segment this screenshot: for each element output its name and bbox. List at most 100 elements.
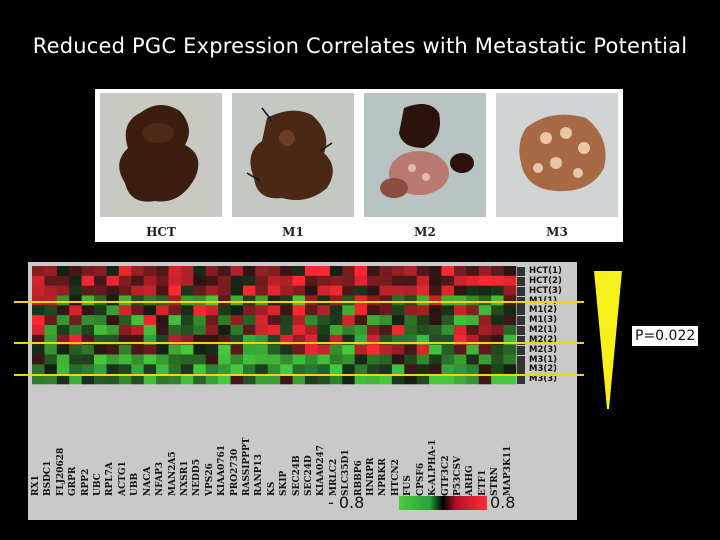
heatmap-cell — [391, 354, 405, 365]
heatmap-cell — [255, 354, 269, 365]
heatmap-cell — [131, 315, 144, 326]
heatmap-cell — [44, 285, 58, 296]
heatmap-cell — [230, 266, 244, 277]
heatmap-cell — [267, 315, 281, 326]
heatmap-cell — [118, 364, 132, 375]
row-key-swatch — [517, 345, 525, 355]
heatmap-cell — [280, 315, 293, 326]
heatmap-cell — [305, 266, 318, 277]
heatmap-cell — [255, 275, 269, 286]
heatmap-cell — [131, 285, 144, 296]
photo-m3 — [496, 93, 618, 217]
heatmap-cell — [106, 334, 120, 345]
heatmap-cell — [180, 364, 194, 375]
row-key-swatch — [517, 355, 525, 365]
heatmap-cell — [453, 305, 467, 316]
heatmap-cell — [255, 315, 269, 326]
column-label: SLC35D1 — [341, 449, 352, 496]
heatmap-cell — [69, 285, 82, 296]
heatmap-cell — [180, 354, 194, 365]
photo-label-m1: M1 — [282, 225, 304, 239]
scale-min-label: - 0.8 — [328, 493, 365, 512]
heatmap-cell — [305, 325, 318, 336]
heatmap-cell — [143, 275, 157, 286]
heatmap-cell — [367, 374, 380, 385]
column-label: NXSR1 — [179, 460, 190, 496]
heatmap-cell — [292, 334, 306, 345]
heatmap-cell — [180, 334, 194, 345]
heatmap-cell — [180, 305, 194, 316]
heatmap-cell — [143, 334, 157, 345]
heatmap-cell — [156, 344, 169, 355]
row-label: HCT(3) — [529, 285, 562, 296]
heatmap-cell — [466, 266, 480, 277]
heatmap-cell — [503, 374, 517, 385]
heatmap-cell — [305, 295, 318, 306]
heatmap-cell — [168, 334, 182, 345]
heatmap-cell — [503, 354, 517, 365]
heatmap-cell — [329, 295, 343, 306]
heatmap-cell — [255, 344, 269, 355]
heatmap-cell — [503, 266, 517, 277]
heatmap-cell — [242, 315, 256, 326]
p-value-label: P=0.022 — [632, 326, 699, 346]
heatmap-cell — [94, 374, 107, 385]
heatmap-cell — [81, 334, 95, 345]
heatmap-cell — [478, 344, 492, 355]
heatmap-cell — [367, 295, 380, 306]
heatmap-cell — [453, 266, 467, 277]
heatmap-cell — [305, 305, 318, 316]
heatmap-cell — [367, 305, 380, 316]
heatmap-cell — [280, 354, 293, 365]
column-label: ETF1 — [477, 469, 488, 496]
heatmap-cell — [168, 364, 182, 375]
slide-title: Reduced PGC Expression Correlates with M… — [32, 34, 688, 58]
heatmap-cell — [242, 364, 256, 375]
heatmap-cell — [503, 344, 517, 355]
heatmap-cell — [404, 354, 418, 365]
heatmap-cell — [81, 305, 95, 316]
row-label: M3(1) — [529, 354, 558, 365]
heatmap-cell — [44, 354, 58, 365]
heatmap-cell — [168, 374, 182, 385]
heatmap-cell — [441, 354, 455, 365]
yellow-separator-line — [14, 301, 584, 303]
heatmap-cell — [205, 364, 219, 375]
heatmap-cell — [280, 285, 293, 296]
heatmap-cell — [466, 354, 480, 365]
heatmap-cell — [379, 305, 393, 316]
heatmap-cell — [329, 266, 343, 277]
heatmap-cell — [156, 325, 169, 336]
heatmap-cell — [267, 354, 281, 365]
heatmap-cell — [168, 295, 182, 306]
heatmap-cell — [391, 275, 405, 286]
heatmap-cell — [218, 344, 231, 355]
column-label: GTF3C2 — [440, 455, 451, 496]
column-label: RBBP6 — [353, 460, 364, 496]
heatmap-cell — [491, 334, 504, 345]
heatmap-cell — [131, 354, 144, 365]
heatmap-cell — [94, 344, 107, 355]
column-label: PRO2730 — [229, 448, 240, 496]
column-label: ARHG — [465, 465, 476, 496]
heatmap-cell — [106, 344, 120, 355]
heatmap-cell — [354, 344, 368, 355]
heatmap-cell — [94, 364, 107, 375]
heatmap-cell — [118, 374, 132, 385]
heatmap-cell — [242, 354, 256, 365]
heatmap-cell — [180, 325, 194, 336]
heatmap-cell — [292, 325, 306, 336]
heatmap-cell — [168, 315, 182, 326]
heatmap-cell — [230, 374, 244, 385]
heatmap-cell — [32, 315, 45, 326]
row-key-swatch — [517, 335, 525, 345]
heatmap-cell — [453, 364, 467, 375]
heatmap-cell — [118, 305, 132, 316]
heatmap-cell — [317, 275, 331, 286]
heatmap-cell — [156, 285, 169, 296]
heatmap-cell — [267, 275, 281, 286]
heatmap-cell — [242, 344, 256, 355]
heatmap-cell — [56, 325, 70, 336]
heatmap-cell — [44, 305, 58, 316]
heatmap-cell — [503, 325, 517, 336]
